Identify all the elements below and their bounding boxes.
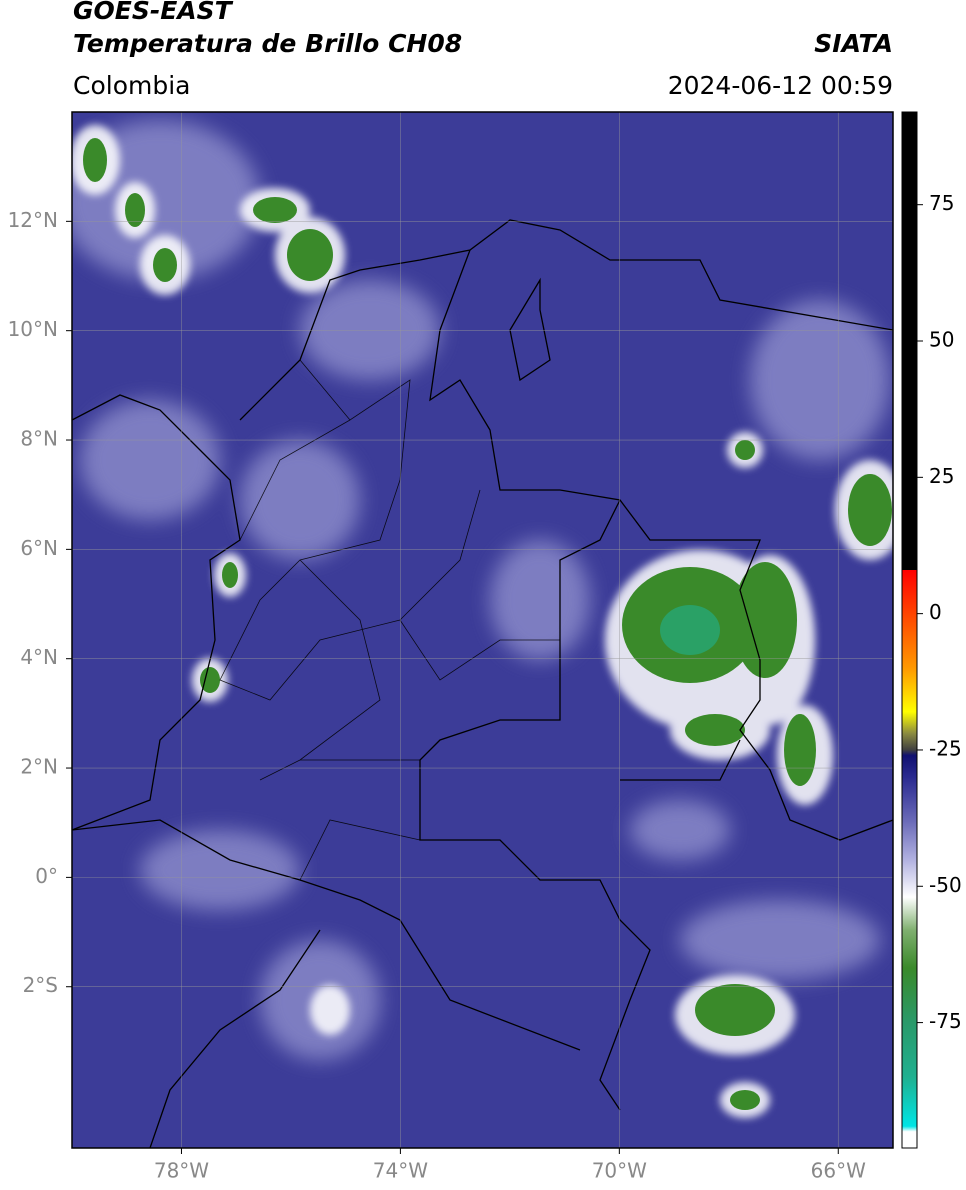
y-tick-label: 2°S [23,973,58,997]
x-tick-label: 74°W [373,1159,428,1183]
y-tick-label: 6°N [20,536,58,560]
y-tick-label: 10°N [8,317,58,341]
y-tick-label: 2°N [20,755,58,779]
colorbar-tick-label: 50 [929,328,954,352]
x-tick-label: 78°W [154,1159,209,1183]
colorbar-tick-label: 25 [929,464,954,488]
colorbar-tick-label: 0 [929,600,942,624]
colorbar-tick-label: -75 [929,1009,962,1033]
colorbar-tick-label: -25 [929,736,962,760]
x-tick-label: 70°W [592,1159,647,1183]
region: Colombia [73,71,190,100]
timestamp: 2024-06-12 00:59 [668,71,893,100]
x-tick-label: 66°W [811,1159,866,1183]
source: SIATA [814,29,893,58]
y-tick-label: 4°N [20,645,58,669]
y-tick-label: 0° [35,864,58,888]
y-tick-label: 8°N [20,427,58,451]
graticule [72,112,893,1148]
title: GOES-EAST [73,0,234,25]
satellite-image [72,112,893,1148]
subtitle: Temperatura de Brillo CH08 [73,29,462,58]
colorbar [901,111,918,1149]
map-frame [71,111,894,1149]
colorbar-tick-label: -50 [929,873,962,897]
y-tick-label: 12°N [8,208,58,232]
colorbar-tick-label: 75 [929,191,954,215]
